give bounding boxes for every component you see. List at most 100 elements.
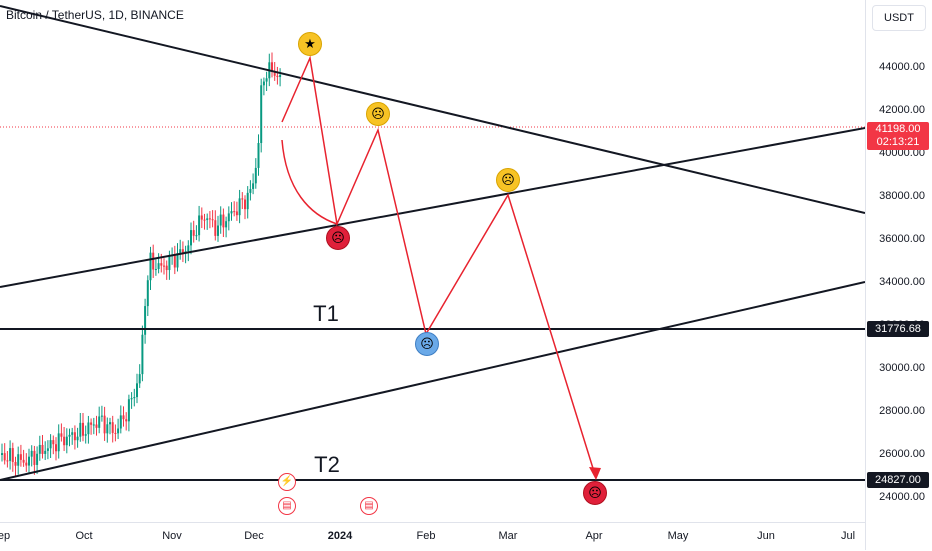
candle-body [149, 252, 152, 281]
candle-body [136, 383, 138, 398]
time-tick-label: Oct [75, 530, 93, 542]
candle-body [33, 450, 36, 465]
projection-arrowhead [589, 467, 601, 480]
price-tick-label: 40000.00 [879, 147, 925, 159]
candle-body [276, 75, 279, 78]
cursing-emoji-icon: ☹ [583, 481, 607, 505]
candle-body [157, 263, 160, 270]
scared-emoji-icon: ☹ [415, 332, 439, 356]
projection-alt-path [281, 139, 338, 225]
candle-body [165, 265, 168, 271]
candle-body [252, 183, 255, 189]
candle-body [17, 454, 20, 466]
candle-body [146, 280, 149, 307]
candle-body [49, 440, 52, 449]
price-axis[interactable]: 44000.00 42000.00 40000.00 38000.00 36000.00… [865, 0, 932, 550]
t2-label: T2 [314, 452, 340, 477]
price-tick-label: 28000.00 [879, 405, 925, 417]
candle-body [57, 433, 60, 452]
candle-body [211, 219, 214, 221]
angry-emoji-icon: ☹ [326, 226, 350, 250]
upper-trendline [0, 5, 865, 214]
candle-body [254, 167, 257, 184]
candle-body [60, 433, 63, 437]
candle-body [11, 448, 14, 462]
time-tick-label: Dec [244, 530, 264, 542]
candle-body [195, 235, 198, 237]
candle-body [238, 198, 241, 216]
candle-body [206, 218, 209, 220]
candle-body [217, 225, 219, 236]
t1-label: T1 [313, 301, 339, 326]
candle-body [154, 269, 157, 271]
lightning-event-icon[interactable]: ⚡ [278, 473, 296, 491]
candle-body [92, 424, 95, 426]
candle-body [73, 432, 76, 441]
projection-path [281, 55, 597, 479]
currency-button[interactable]: USDT [872, 5, 926, 31]
us-flag-event-icon-2[interactable]: ▤ [360, 497, 378, 515]
candle-body [36, 453, 39, 465]
lower-trendline [0, 281, 865, 481]
candle-body [14, 461, 17, 466]
us-flag-event-icon[interactable]: ▤ [278, 497, 296, 515]
price-tick-label: 34000.00 [879, 276, 925, 288]
candle-body [46, 448, 49, 451]
candle-body [187, 245, 190, 252]
candle-body [55, 444, 57, 452]
chart-area[interactable]: Bitcoin / TetherUS, 1D, BINANCE T1 T2 ★ … [0, 0, 865, 522]
time-tick-label: Feb [416, 530, 436, 542]
candle-body [144, 306, 147, 335]
candle-body [1, 453, 3, 455]
candle-body [106, 424, 109, 434]
candle-body [44, 450, 47, 454]
candle-body [168, 256, 171, 271]
candle-body [176, 253, 179, 268]
candle-body [22, 459, 25, 463]
candle-body [111, 422, 114, 433]
last-price-tag: 41198.00 02:13:21 [867, 122, 929, 150]
candle-body [257, 143, 260, 168]
price-chart[interactable] [0, 0, 865, 522]
candle-body [249, 188, 252, 193]
candle-body [109, 422, 111, 425]
time-tick-label: May [667, 530, 689, 542]
candle-body [141, 334, 144, 375]
candle-body [38, 444, 41, 454]
candle-body [235, 211, 238, 216]
candle-body [233, 211, 236, 213]
time-tick-label: ep [0, 530, 11, 542]
time-tick-label: 2024 [327, 530, 353, 542]
candle-body [244, 199, 246, 210]
candle-body [152, 252, 155, 270]
candle-body [271, 62, 273, 72]
time-axis[interactable]: ep Oct Nov Dec 2024 Feb Mar Apr May Jun Jul [0, 522, 865, 551]
candle-body [82, 422, 84, 436]
candle-body [79, 422, 82, 437]
candle-body [192, 230, 195, 236]
price-tick-label: 26000.00 [879, 448, 925, 460]
candle-body [262, 81, 265, 86]
candle-body [200, 215, 203, 220]
candle-body [190, 230, 192, 246]
candle-body [6, 460, 9, 462]
symbol-title: Bitcoin / TetherUS, 1D, BINANCE [6, 8, 184, 22]
candle-body [260, 85, 263, 144]
time-tick-label: Apr [585, 530, 603, 542]
candle-body [3, 453, 6, 461]
candle-body [100, 415, 103, 417]
star-eyes-emoji-icon: ★ [298, 32, 322, 56]
candle-body [103, 415, 106, 434]
candle-body [90, 422, 93, 425]
candle-body [9, 448, 12, 461]
candle-body [222, 214, 225, 228]
last-price-value: 41198.00 [875, 123, 921, 135]
price-tick-label: 38000.00 [879, 190, 925, 202]
candle-body [203, 219, 206, 221]
candle-body [114, 432, 117, 434]
candle-body [219, 214, 222, 226]
time-tick-label: Mar [498, 530, 518, 542]
candle-body [181, 249, 184, 254]
t2-price-tag: 24827.00 [867, 472, 929, 488]
price-tick-label: 44000.00 [879, 61, 925, 73]
